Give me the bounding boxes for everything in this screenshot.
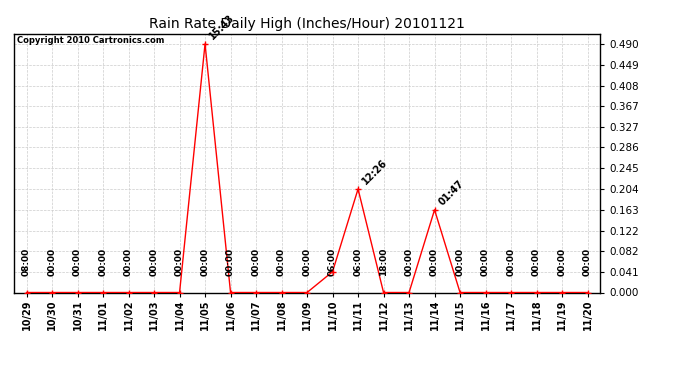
- Text: 12:26: 12:26: [361, 158, 390, 186]
- Text: 01:47: 01:47: [437, 178, 466, 207]
- Text: 00:00: 00:00: [455, 248, 464, 276]
- Text: 00:00: 00:00: [175, 248, 184, 276]
- Text: 00:00: 00:00: [201, 248, 210, 276]
- Text: 08:00: 08:00: [22, 248, 31, 276]
- Text: 00:00: 00:00: [404, 248, 413, 276]
- Text: 06:00: 06:00: [353, 248, 362, 276]
- Text: 18:00: 18:00: [379, 247, 388, 276]
- Text: 00:00: 00:00: [532, 248, 541, 276]
- Text: 00:00: 00:00: [150, 248, 159, 276]
- Text: 15:43: 15:43: [208, 12, 237, 41]
- Text: 00:00: 00:00: [430, 248, 439, 276]
- Text: 06:00: 06:00: [328, 248, 337, 276]
- Text: 00:00: 00:00: [302, 248, 312, 276]
- Text: 00:00: 00:00: [481, 248, 490, 276]
- Title: Rain Rate Daily High (Inches/Hour) 20101121: Rain Rate Daily High (Inches/Hour) 20101…: [149, 17, 465, 31]
- Text: 00:00: 00:00: [506, 248, 515, 276]
- Text: 00:00: 00:00: [277, 248, 286, 276]
- Text: 00:00: 00:00: [124, 248, 133, 276]
- Text: 00:00: 00:00: [73, 248, 82, 276]
- Text: 00:00: 00:00: [583, 248, 592, 276]
- Text: 00:00: 00:00: [252, 248, 261, 276]
- Text: 00:00: 00:00: [558, 248, 566, 276]
- Text: 00:00: 00:00: [99, 248, 108, 276]
- Text: 00:00: 00:00: [48, 248, 57, 276]
- Text: Copyright 2010 Cartronics.com: Copyright 2010 Cartronics.com: [17, 36, 164, 45]
- Text: 00:00: 00:00: [226, 248, 235, 276]
